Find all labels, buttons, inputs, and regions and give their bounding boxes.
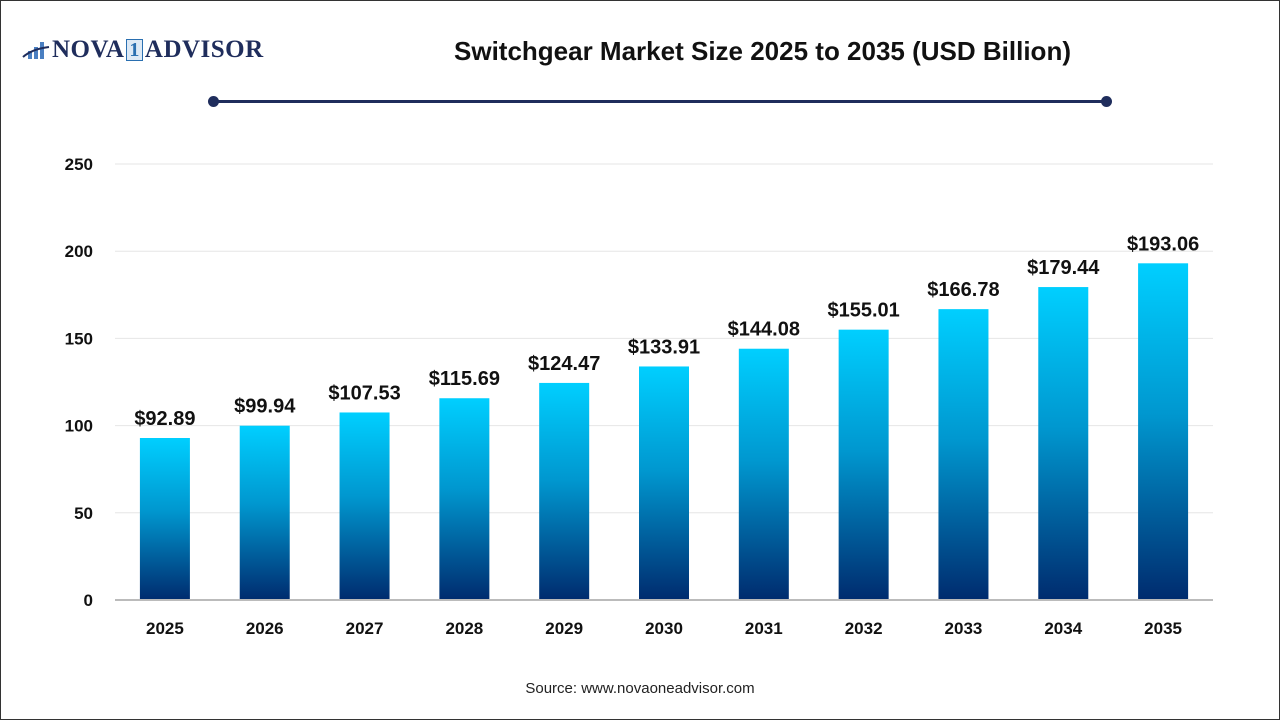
divider-dot-left xyxy=(208,96,219,107)
x-tick-label: 2027 xyxy=(346,619,384,638)
data-label: $155.01 xyxy=(827,300,899,322)
x-tick-label: 2031 xyxy=(745,619,783,638)
y-tick-label: 100 xyxy=(65,417,93,436)
x-tick-label: 2030 xyxy=(645,619,683,638)
bar xyxy=(239,425,290,600)
bar xyxy=(139,437,190,600)
data-label: $133.91 xyxy=(628,336,700,358)
data-label: $92.89 xyxy=(134,408,195,430)
y-tick-label: 150 xyxy=(65,329,93,348)
title-divider xyxy=(213,100,1106,103)
x-tick-label: 2035 xyxy=(1144,619,1182,638)
data-label: $107.53 xyxy=(328,382,400,404)
data-label: $193.06 xyxy=(1127,233,1199,255)
x-tick-label: 2032 xyxy=(845,619,883,638)
bar xyxy=(539,382,590,600)
x-tick-label: 2029 xyxy=(545,619,583,638)
bar xyxy=(439,398,490,600)
data-label: $166.78 xyxy=(927,279,999,301)
bar xyxy=(1038,287,1089,600)
bar xyxy=(1138,263,1189,600)
data-label: $99.94 xyxy=(234,396,296,418)
x-tick-label: 2026 xyxy=(246,619,284,638)
logo-text-2: ADVISOR xyxy=(144,36,264,63)
x-tick-label: 2025 xyxy=(146,619,184,638)
data-label: $115.69 xyxy=(429,368,500,390)
x-tick-label: 2028 xyxy=(445,619,483,638)
logo-text: NOVA xyxy=(52,36,125,63)
bar-chart-logo-icon xyxy=(22,42,50,59)
data-label: $179.44 xyxy=(1027,257,1100,279)
bar xyxy=(838,329,889,600)
bar xyxy=(639,366,689,600)
y-tick-label: 250 xyxy=(65,155,93,174)
bar xyxy=(938,309,989,600)
x-tick-label: 2033 xyxy=(945,619,983,638)
x-tick-label: 2034 xyxy=(1044,619,1082,638)
data-label: $124.47 xyxy=(528,353,600,375)
y-tick-label: 0 xyxy=(84,591,93,610)
y-tick-label: 50 xyxy=(74,504,93,523)
source-note: Source: www.novaoneadvisor.com xyxy=(525,680,755,697)
bar xyxy=(339,412,390,600)
logo: NOVA 1 ADVISOR xyxy=(22,36,264,64)
bar xyxy=(738,348,789,600)
chart-title: Switchgear Market Size 2025 to 2035 (USD… xyxy=(454,36,1071,66)
data-label: $144.08 xyxy=(728,319,800,341)
divider-dot-right xyxy=(1101,96,1112,107)
logo-digit: 1 xyxy=(126,39,143,61)
y-tick-label: 200 xyxy=(65,242,93,261)
